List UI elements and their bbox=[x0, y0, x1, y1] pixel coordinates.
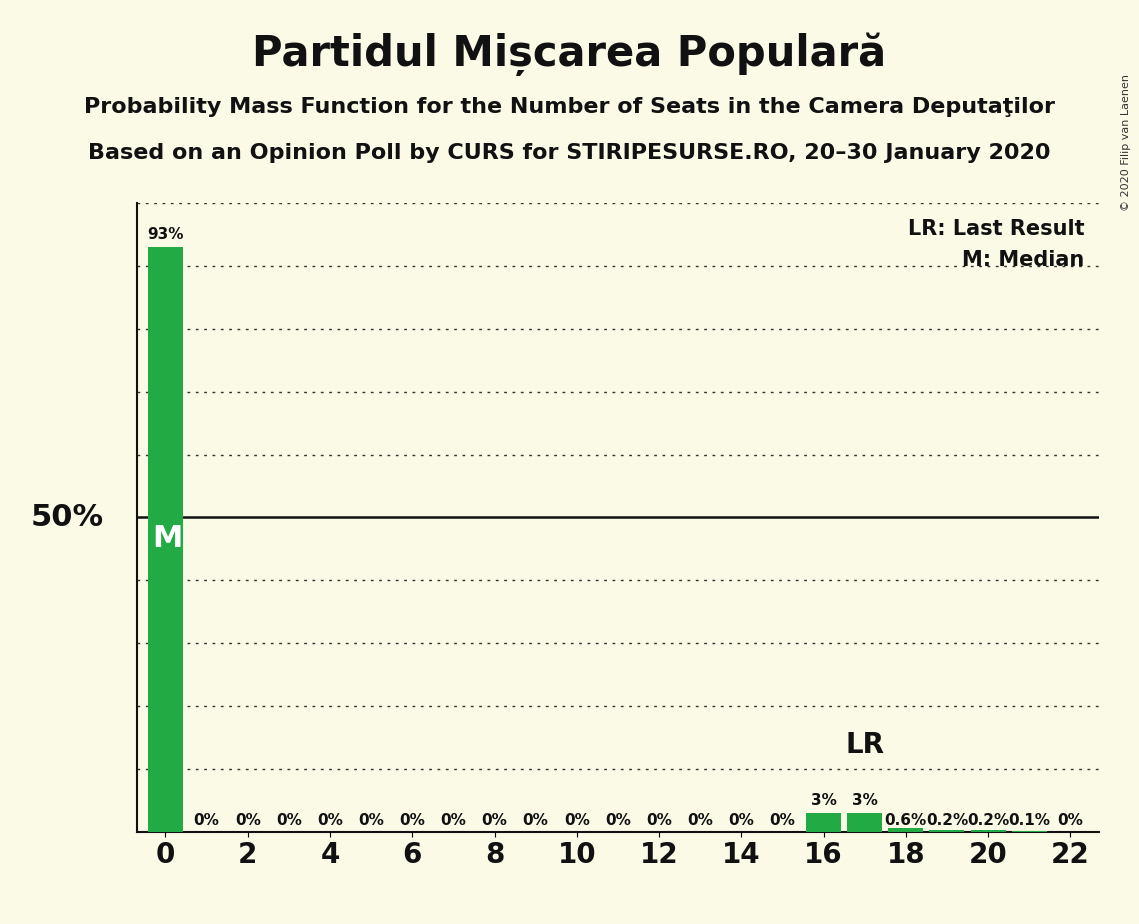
Text: Based on an Opinion Poll by CURS for STIRIPESURSE.RO, 20–30 January 2020: Based on an Opinion Poll by CURS for STI… bbox=[88, 143, 1051, 164]
Text: 0%: 0% bbox=[646, 813, 672, 829]
Bar bbox=[888, 828, 924, 832]
Bar bbox=[148, 248, 183, 832]
Text: M: M bbox=[153, 524, 182, 553]
Text: 0%: 0% bbox=[605, 813, 631, 829]
Text: 0%: 0% bbox=[523, 813, 549, 829]
Text: 0%: 0% bbox=[728, 813, 754, 829]
Bar bbox=[970, 831, 1006, 832]
Text: 0%: 0% bbox=[1057, 813, 1083, 829]
Text: M: Median: M: Median bbox=[962, 250, 1084, 271]
Text: 0.1%: 0.1% bbox=[1008, 813, 1050, 829]
Text: © 2020 Filip van Laenen: © 2020 Filip van Laenen bbox=[1121, 74, 1131, 211]
Text: 3%: 3% bbox=[811, 793, 836, 808]
Text: 50%: 50% bbox=[31, 503, 104, 532]
Text: 0%: 0% bbox=[194, 813, 220, 829]
Bar bbox=[847, 813, 883, 832]
Text: 0%: 0% bbox=[276, 813, 302, 829]
Text: 0%: 0% bbox=[441, 813, 466, 829]
Text: 0%: 0% bbox=[235, 813, 261, 829]
Text: LR: LR bbox=[845, 731, 884, 760]
Text: LR: Last Result: LR: Last Result bbox=[908, 219, 1084, 239]
Text: Partidul Mișcarea Populară: Partidul Mișcarea Populară bbox=[253, 32, 886, 76]
Text: Probability Mass Function for the Number of Seats in the Camera Deputaţilor: Probability Mass Function for the Number… bbox=[84, 97, 1055, 117]
Text: 0%: 0% bbox=[564, 813, 590, 829]
Text: 0%: 0% bbox=[687, 813, 713, 829]
Text: 0%: 0% bbox=[400, 813, 425, 829]
Text: 0.2%: 0.2% bbox=[926, 813, 968, 829]
Text: 93%: 93% bbox=[147, 227, 183, 242]
Text: 0%: 0% bbox=[317, 813, 343, 829]
Text: 0.6%: 0.6% bbox=[885, 813, 927, 829]
Bar bbox=[806, 813, 841, 832]
Text: 0%: 0% bbox=[770, 813, 795, 829]
Text: 0%: 0% bbox=[482, 813, 508, 829]
Text: 0.2%: 0.2% bbox=[967, 813, 1009, 829]
Text: 0%: 0% bbox=[358, 813, 384, 829]
Text: 3%: 3% bbox=[852, 793, 878, 808]
Bar bbox=[929, 831, 965, 832]
